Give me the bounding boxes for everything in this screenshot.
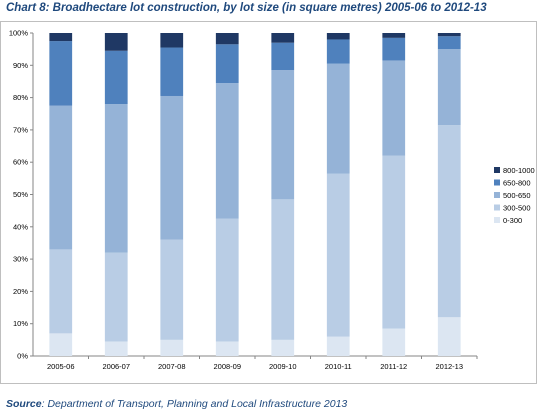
legend-swatch (494, 192, 500, 198)
bar-segment-300-500 (215, 218, 239, 342)
x-tick-label: 2007-08 (158, 362, 186, 371)
tick-labels: 0% 10% 20% 30% 40% 50% 60% 70% 80% 90% 100% 2005-06… (9, 29, 463, 372)
bar-segment-0-300 (437, 317, 461, 356)
y-tick-label: 0% (17, 352, 28, 361)
axes (30, 32, 478, 359)
legend-swatch (494, 179, 500, 186)
y-tick-label: 100% (9, 29, 29, 38)
legend: 800-1000 650-800 500-650 300-500 0-300 (494, 166, 535, 225)
bar-segment-500-650 (437, 49, 461, 126)
legend-label: 800-1000 (503, 166, 535, 175)
bar-segment-300-500 (326, 173, 350, 337)
legend-swatch (494, 217, 500, 223)
legend-swatch (494, 204, 500, 211)
bar-segment-800-1000 (160, 33, 184, 48)
x-tick-label: 2005-06 (47, 362, 75, 371)
bar-segment-650-800 (215, 44, 239, 84)
bar-segment-800-1000 (437, 33, 461, 37)
bar-segment-500-650 (215, 83, 239, 219)
legend-label: 0-300 (503, 216, 522, 225)
bar-segment-800-1000 (271, 33, 295, 43)
bar-segment-500-650 (104, 104, 128, 253)
bar-segment-800-1000 (215, 33, 239, 45)
bar-segment-650-800 (326, 39, 350, 64)
x-tick-label: 2012-13 (435, 362, 463, 371)
y-tick-label: 80% (13, 93, 28, 102)
bar-segment-300-500 (382, 155, 406, 329)
bar-segment-800-1000 (382, 33, 406, 38)
bar-segment-800-1000 (104, 33, 128, 51)
bar-segment-500-650 (160, 95, 184, 240)
bar-segment-300-500 (271, 199, 295, 340)
bar-segment-800-1000 (49, 33, 73, 42)
bar-segment-650-800 (160, 47, 184, 96)
x-tick-label: 2010-11 (325, 362, 352, 371)
y-tick-label: 20% (13, 287, 28, 296)
bar-segment-650-800 (382, 37, 406, 61)
y-tick-label: 30% (13, 255, 28, 264)
bar-segment-0-300 (215, 341, 239, 356)
bar-segment-500-650 (271, 70, 295, 200)
bar-segment-0-300 (271, 339, 295, 356)
bars (49, 33, 461, 356)
y-tick-label: 10% (13, 319, 28, 328)
bar-segment-650-800 (437, 36, 461, 50)
bar-segment-0-300 (382, 328, 406, 356)
source-label: Source (6, 398, 42, 410)
chart-title: Chart 8: Broadhectare lot construction, … (6, 2, 487, 14)
bar-segment-300-500 (437, 125, 461, 318)
legend-label: 300-500 (503, 204, 531, 213)
bar-segment-500-650 (382, 60, 406, 156)
bar-segment-300-500 (104, 252, 128, 342)
y-tick-label: 50% (13, 190, 28, 199)
bar-segment-0-300 (49, 333, 73, 356)
x-tick-label: 2008-09 (213, 362, 241, 371)
bar-segment-0-300 (326, 336, 350, 356)
bar-segment-650-800 (271, 42, 295, 71)
bar-segment-300-500 (160, 239, 184, 340)
bar-segment-650-800 (104, 50, 128, 105)
y-tick-label: 60% (13, 158, 28, 167)
legend-label: 500-650 (503, 191, 531, 200)
bar-segment-650-800 (49, 41, 73, 106)
source-note: Source: Department of Transport, Plannin… (6, 398, 347, 410)
bar-segment-500-650 (49, 105, 73, 250)
bar-segment-500-650 (326, 63, 350, 174)
y-tick-label: 90% (13, 61, 28, 70)
legend-swatch (494, 167, 500, 173)
chart-frame (0, 21, 537, 384)
x-tick-label: 2006-07 (102, 362, 130, 371)
y-tick-label: 70% (13, 125, 28, 134)
bar-segment-800-1000 (326, 33, 350, 40)
x-tick-label: 2011-12 (380, 362, 407, 371)
source-text: : Department of Transport, Planning and … (41, 398, 348, 410)
legend-label: 650-800 (503, 179, 531, 188)
bar-segment-0-300 (104, 341, 128, 356)
bar-segment-0-300 (160, 339, 184, 356)
bar-segment-300-500 (49, 249, 73, 334)
x-tick-label: 2009-10 (269, 362, 297, 371)
y-tick-label: 40% (13, 222, 28, 231)
